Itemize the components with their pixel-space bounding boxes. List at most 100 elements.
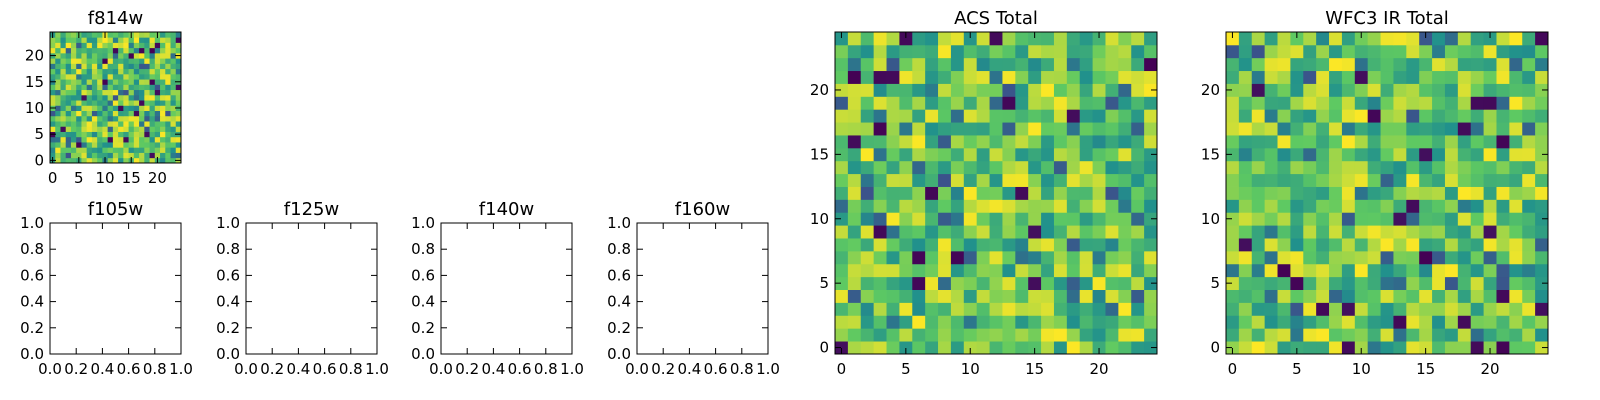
heatmap-cell (1251, 32, 1266, 46)
heatmap-cell (70, 100, 77, 106)
heatmap-cell (1470, 302, 1484, 316)
heatmap-cell (925, 109, 939, 123)
heatmap-cell (65, 131, 72, 138)
heatmap-cell (847, 289, 862, 303)
heatmap-cell (1041, 44, 1055, 59)
y-tick-label: 0.0 (216, 345, 240, 363)
heatmap-cell (1522, 302, 1536, 316)
heatmap-cell (128, 58, 135, 64)
heatmap-cell (1066, 109, 1081, 123)
heatmap-cell (107, 115, 114, 122)
heatmap-cell (1496, 225, 1510, 239)
heatmap-cell (144, 100, 150, 106)
heatmap-cell (144, 89, 150, 96)
heatmap-cell (1028, 109, 1042, 123)
heatmap-cell (91, 142, 98, 148)
heatmap-cell (1470, 341, 1484, 355)
heatmap-cell (55, 58, 61, 64)
y-tick-label: 0 (819, 339, 829, 357)
x-tick-label: 0.0 (234, 360, 258, 378)
heatmap-cell (139, 110, 145, 117)
heatmap-cell (860, 302, 875, 316)
heatmap-cell (1079, 122, 1093, 136)
heatmap-cell (976, 96, 990, 110)
heatmap-cell (139, 47, 145, 54)
heatmap-cell (1053, 212, 1068, 226)
heatmap-cell (55, 105, 61, 111)
heatmap-cell (1144, 32, 1158, 46)
heatmap-cell (1264, 250, 1278, 265)
x-tick-label: 0.6 (704, 360, 728, 378)
heatmap-cell (133, 142, 140, 148)
heatmap-cell (1041, 160, 1055, 175)
heatmap-cell (1457, 199, 1472, 213)
heatmap-cell (133, 100, 140, 106)
heatmap-cell (65, 100, 72, 106)
heatmap-cell (1483, 96, 1497, 110)
heatmap-cell (1303, 147, 1317, 162)
heatmap-cell (144, 136, 150, 143)
heatmap-cell (1470, 225, 1484, 239)
heatmap-cell (925, 147, 939, 162)
heatmap-cell (1367, 173, 1381, 187)
heatmap-cell (1329, 173, 1343, 187)
x-tick-label: 0.6 (117, 360, 141, 378)
heatmap-cell (1251, 263, 1266, 278)
heatmap-cell (123, 68, 129, 75)
heatmap-cell (1092, 122, 1106, 136)
heatmap-cell (1522, 160, 1536, 175)
heatmap-cell (112, 42, 119, 49)
y-tick-label: 0 (1210, 339, 1220, 357)
heatmap-cell (1432, 44, 1446, 59)
heatmap-cell (886, 250, 900, 265)
heatmap-cell (938, 302, 952, 316)
heatmap-cell (1316, 212, 1330, 226)
heatmap-cell (912, 160, 926, 175)
heatmap-cell (1290, 186, 1304, 200)
heatmap-cell (1264, 160, 1278, 175)
heatmap-cell (1367, 263, 1381, 278)
heatmap-cell (1303, 83, 1317, 97)
heatmap-cell (1251, 289, 1266, 303)
heatmap-cell (60, 47, 67, 54)
heatmap-cell (133, 89, 140, 96)
y-tick-label: 0.0 (607, 345, 631, 363)
heatmap-cell (1341, 250, 1356, 265)
heatmap-cell (1535, 70, 1549, 84)
heatmap-cell (149, 84, 156, 91)
heatmap-cell (133, 37, 140, 43)
heatmap-cell (1341, 225, 1356, 239)
heatmap-cell (950, 186, 965, 200)
heatmap-cell (1419, 83, 1433, 97)
heatmap-cell (65, 84, 72, 91)
heatmap-cell (70, 110, 77, 117)
heatmap-cell (133, 105, 140, 111)
heatmap-cell (873, 276, 887, 290)
heatmap-cell (133, 94, 140, 101)
heatmap-cell (1341, 263, 1356, 278)
heatmap-cell (1041, 250, 1055, 265)
heatmap-cell (860, 160, 875, 175)
heatmap-cell (170, 52, 177, 59)
heatmap-cell (1238, 186, 1253, 200)
heatmap-cell (1041, 263, 1055, 278)
heatmap-cell (1290, 328, 1304, 342)
heatmap-cell (1251, 186, 1266, 200)
heatmap-cell (1496, 44, 1510, 59)
heatmap-cell (97, 42, 103, 49)
heatmap-cell (976, 57, 990, 72)
heatmap-cell (1535, 96, 1549, 110)
heatmap-cell (1419, 96, 1433, 110)
heatmap-cell (97, 115, 103, 122)
heatmap-cell (1380, 57, 1394, 72)
heatmap-cell (873, 83, 887, 97)
heatmap-cell (70, 115, 77, 122)
heatmap-cell (963, 250, 978, 265)
heatmap-cell (50, 63, 56, 70)
heatmap-cell (1444, 225, 1459, 239)
heatmap-cell (1432, 212, 1446, 226)
heatmap-cell (70, 68, 77, 75)
heatmap-cell (1316, 328, 1330, 342)
heatmap-cell (1535, 263, 1549, 278)
heatmap-cell (1367, 199, 1381, 213)
